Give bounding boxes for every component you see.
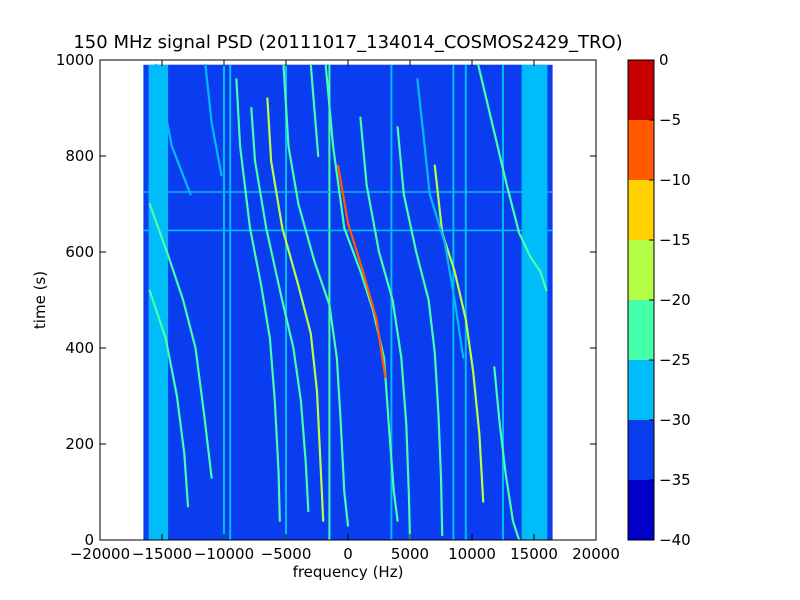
colorbar-tick-label: −35 bbox=[659, 471, 691, 489]
heatmap-inner-band bbox=[168, 64, 522, 540]
x-tick-label: 15000 bbox=[510, 545, 558, 563]
heatmap-outer-band bbox=[521, 64, 547, 540]
colorbar-tick-label: −40 bbox=[659, 531, 691, 549]
heatmap-signal-trace bbox=[416, 78, 465, 359]
colorbar-tick-label: −25 bbox=[659, 351, 691, 369]
heatmap-signal-trace bbox=[477, 63, 548, 292]
heatmap-signal-trace bbox=[235, 78, 281, 522]
heatmap-signal-trace bbox=[266, 97, 325, 522]
colorbar-tick-label: −10 bbox=[659, 171, 691, 189]
colorbar-tick-label: −5 bbox=[659, 111, 681, 129]
y-axis-label: time (s) bbox=[31, 271, 49, 329]
heatmap-signal-trace bbox=[250, 106, 310, 513]
chart-title: 150 MHz signal PSD (20111017_134014_COSM… bbox=[73, 32, 622, 53]
y-axis: 0 200 400 600 800 1000 bbox=[56, 51, 596, 549]
colorbar: 0 −5 −10 −15 −20 −25 −30 −35 −40 bbox=[627, 51, 691, 549]
colorbar-segment bbox=[628, 300, 654, 360]
y-tick-label: 600 bbox=[65, 243, 94, 261]
x-tick-label: −15000 bbox=[132, 545, 192, 563]
colorbar-segment bbox=[628, 420, 654, 480]
heatmap-signal-trace bbox=[154, 63, 192, 196]
colorbar-tick-label: −30 bbox=[659, 411, 691, 429]
y-tick-label: 400 bbox=[65, 339, 94, 357]
colorbar-tick-label: −15 bbox=[659, 231, 691, 249]
heatmap-signal-trace bbox=[148, 202, 213, 479]
x-axis-label: frequency (Hz) bbox=[293, 563, 404, 581]
heatmap-signal-trace bbox=[309, 63, 320, 158]
heatmap-signal-trace bbox=[359, 116, 412, 540]
x-tick-label: −20000 bbox=[70, 545, 130, 563]
x-tick-label: 20000 bbox=[572, 545, 620, 563]
colorbar-segment bbox=[628, 180, 654, 240]
x-tick-label: 10000 bbox=[448, 545, 496, 563]
y-tick-label: 1000 bbox=[56, 51, 94, 69]
y-tick-label: 800 bbox=[65, 147, 94, 165]
x-tick-label: 5000 bbox=[391, 545, 429, 563]
x-tick-label: −10000 bbox=[194, 545, 254, 563]
y-tick-label: 200 bbox=[65, 435, 94, 453]
colorbar-segment bbox=[628, 240, 654, 300]
y-tick-label: 0 bbox=[84, 531, 94, 549]
x-tick-label: 0 bbox=[343, 545, 353, 563]
heatmap-signal-trace bbox=[148, 289, 190, 508]
colorbar-segment bbox=[628, 480, 654, 540]
x-tick-label: −5000 bbox=[261, 545, 312, 563]
colorbar-tick-label: 0 bbox=[659, 51, 669, 69]
heatmap-signal-trace bbox=[337, 164, 387, 378]
colorbar-segment bbox=[628, 120, 654, 180]
heatmap-signal-trace bbox=[282, 63, 350, 527]
heatmap-signal-trace bbox=[204, 63, 223, 177]
colorbar-tick-label: −20 bbox=[659, 291, 691, 309]
colorbar-segment bbox=[628, 60, 654, 120]
heatmap-signal-trace bbox=[493, 366, 521, 540]
x-axis: −20000 −15000 −10000 −5000 0 5000 10000 15000 20… bbox=[70, 60, 620, 563]
heatmap-outer-band bbox=[149, 64, 169, 540]
heatmap-layer bbox=[143, 63, 553, 540]
colorbar-segment bbox=[628, 360, 654, 420]
plot-area bbox=[99, 59, 597, 541]
heatmap-signal-trace bbox=[396, 126, 444, 537]
